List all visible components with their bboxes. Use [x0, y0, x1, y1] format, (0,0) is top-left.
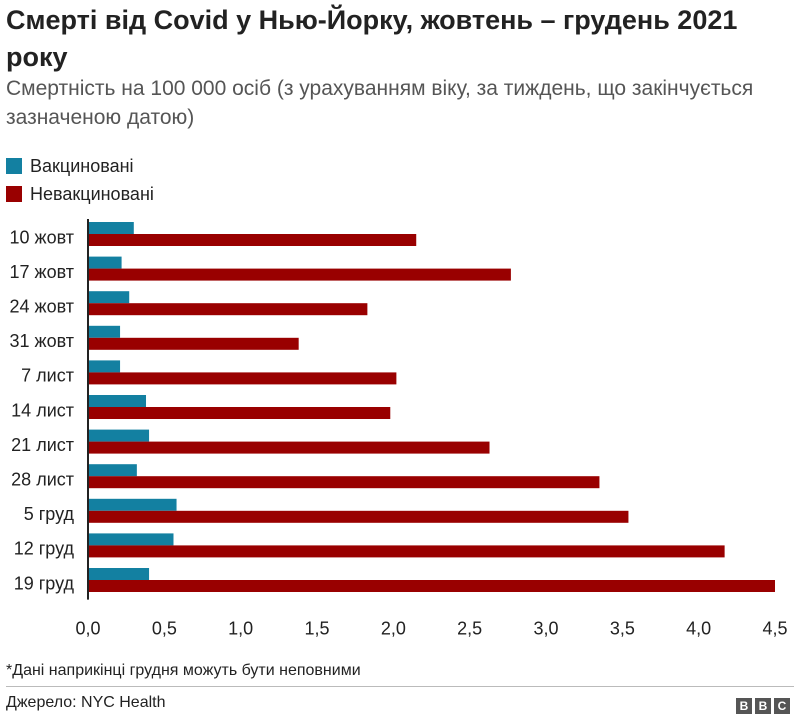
legend: Вакциновані Невакциновані [6, 152, 154, 208]
category-label: 28 лист [11, 470, 74, 490]
legend-swatch-vaccinated [6, 158, 22, 174]
legend-swatch-unvaccinated [6, 186, 22, 202]
bbc-logo: B B C [736, 698, 790, 714]
bar-unvaccinated [88, 545, 725, 558]
category-label: 12 груд [14, 539, 75, 559]
x-tick-label: 2,5 [457, 619, 482, 639]
category-label: 5 груд [24, 504, 75, 524]
bar-vaccinated [88, 360, 121, 373]
bbc-logo-letter: B [755, 698, 771, 714]
bar-unvaccinated [88, 441, 490, 454]
x-tick-label: 1,0 [228, 619, 253, 639]
bar-unvaccinated [88, 580, 775, 592]
category-label: 24 жовт [10, 297, 75, 317]
bar-vaccinated [88, 325, 121, 338]
legend-item-vaccinated: Вакциновані [6, 152, 154, 180]
category-label: 7 лист [21, 366, 74, 386]
legend-label-unvaccinated: Невакциновані [30, 183, 154, 204]
bar-unvaccinated [88, 234, 417, 246]
footnote: *Дані наприкінці грудня можуть бути непо… [6, 662, 361, 679]
bar-unvaccinated [88, 303, 368, 316]
category-label: 31 жовт [10, 331, 75, 351]
bar-vaccinated [88, 568, 150, 580]
chart-title: Смерті від Covid у Нью-Йорку, жовтень – … [6, 5, 738, 72]
x-tick-label: 3,5 [610, 619, 635, 639]
x-tick-label: 4,5 [762, 619, 787, 639]
bbc-logo-letter: B [736, 698, 752, 714]
category-label: 17 жовт [10, 262, 75, 282]
category-label: 19 груд [14, 573, 75, 593]
bar-vaccinated [88, 395, 147, 407]
category-label: 21 лист [11, 435, 74, 455]
bar-vaccinated [88, 256, 122, 269]
bbc-logo-letter: C [774, 698, 790, 714]
bar-unvaccinated [88, 476, 600, 489]
footer-divider [6, 686, 794, 687]
bar-unvaccinated [88, 372, 397, 385]
bar-vaccinated [88, 533, 174, 546]
bar-vaccinated [88, 464, 137, 477]
legend-label-vaccinated: Вакциновані [30, 155, 134, 176]
bar-vaccinated [88, 498, 177, 511]
bar-unvaccinated [88, 510, 629, 523]
chart-subtitle: Смертність на 100 000 осіб (з урахування… [6, 77, 754, 129]
x-tick-label: 0,5 [152, 619, 177, 639]
category-label: 14 лист [11, 400, 74, 420]
x-tick-label: 1,5 [304, 619, 329, 639]
bar-unvaccinated [88, 407, 391, 419]
legend-item-unvaccinated: Невакциновані [6, 180, 154, 208]
bar-vaccinated [88, 291, 130, 304]
bar-unvaccinated [88, 337, 299, 350]
x-tick-label: 3,0 [533, 619, 558, 639]
source-credit: Джерело: NYC Health [6, 694, 166, 711]
x-tick-label: 2,0 [381, 619, 406, 639]
bar-unvaccinated [88, 268, 511, 281]
category-label: 10 жовт [10, 227, 75, 247]
bar-vaccinated [88, 429, 150, 442]
x-tick-label: 4,0 [686, 619, 711, 639]
bar-vaccinated [88, 222, 134, 234]
x-tick-label: 0,0 [75, 619, 100, 639]
